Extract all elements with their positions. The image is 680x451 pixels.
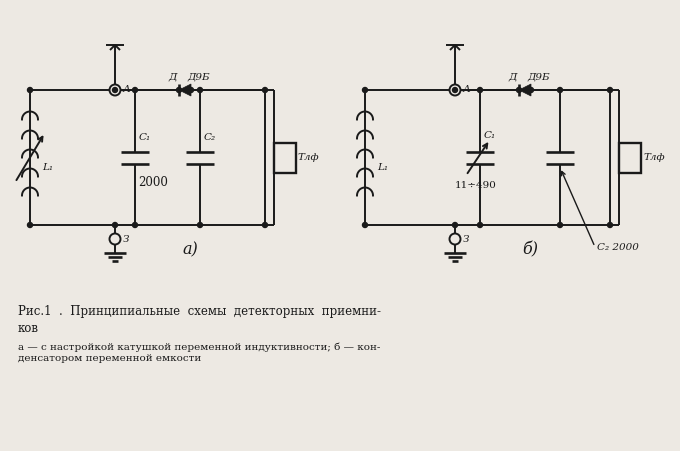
Circle shape (607, 87, 613, 92)
Circle shape (197, 222, 203, 227)
Text: З: З (463, 235, 469, 244)
Text: З: З (123, 235, 129, 244)
Circle shape (362, 222, 367, 227)
Text: Тлф: Тлф (643, 153, 664, 162)
Circle shape (362, 87, 367, 92)
Circle shape (607, 222, 613, 227)
Text: А: А (123, 86, 131, 95)
Polygon shape (179, 84, 191, 96)
Circle shape (528, 87, 534, 92)
Circle shape (262, 87, 267, 92)
Circle shape (477, 222, 483, 227)
Text: C₂ 2000: C₂ 2000 (597, 243, 639, 252)
Text: Д: Д (509, 73, 517, 82)
Text: L₁: L₁ (42, 163, 53, 172)
Text: Д9Б: Д9Б (188, 73, 210, 82)
Text: А: А (463, 86, 471, 95)
Text: а — с настройкой катушкой переменной индуктивности; б — кон-
денсатором переменн: а — с настройкой катушкой переменной инд… (18, 343, 380, 363)
Circle shape (558, 87, 562, 92)
Circle shape (133, 87, 137, 92)
Text: Д: Д (169, 73, 177, 82)
Circle shape (558, 222, 562, 227)
Bar (619, 143, 641, 172)
Circle shape (177, 87, 182, 92)
Bar (274, 143, 296, 172)
Circle shape (27, 87, 33, 92)
Text: а): а) (182, 241, 198, 258)
Text: б): б) (522, 241, 538, 258)
Text: C₁: C₁ (139, 133, 151, 142)
Text: 11÷490: 11÷490 (455, 181, 497, 190)
Text: C₂: C₂ (204, 133, 216, 142)
Circle shape (452, 87, 458, 92)
Circle shape (197, 87, 203, 92)
Text: L₁: L₁ (377, 163, 388, 172)
Text: C₁: C₁ (484, 131, 496, 140)
Text: Д9Б: Д9Б (528, 73, 550, 82)
Polygon shape (519, 84, 531, 96)
Circle shape (517, 87, 522, 92)
Circle shape (477, 87, 483, 92)
Circle shape (188, 87, 194, 92)
Circle shape (112, 222, 118, 227)
Circle shape (112, 87, 118, 92)
Text: Рис.1  .  Принципиальные  схемы  детекторных  приемни-: Рис.1 . Принципиальные схемы детекторных… (18, 305, 381, 318)
Text: Тлф: Тлф (298, 153, 320, 162)
Circle shape (262, 222, 267, 227)
Text: ков: ков (18, 322, 39, 335)
Circle shape (452, 222, 458, 227)
Text: 2000: 2000 (138, 176, 168, 189)
Circle shape (27, 222, 33, 227)
Circle shape (133, 222, 137, 227)
